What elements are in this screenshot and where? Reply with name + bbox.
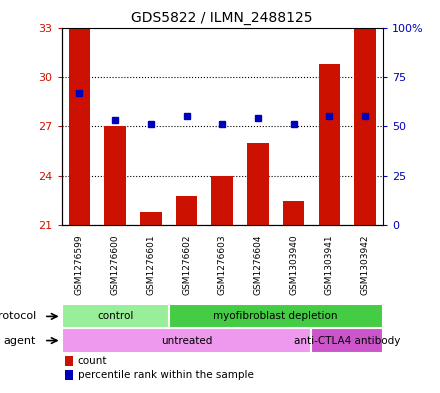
Text: agent: agent	[4, 336, 36, 345]
Bar	[176, 196, 197, 225]
Text: GSM1303940: GSM1303940	[289, 235, 298, 295]
Bar	[104, 127, 126, 225]
Bar	[62, 304, 169, 329]
Text: control: control	[97, 311, 133, 321]
Text: GSM1276601: GSM1276601	[147, 235, 155, 295]
Bar	[319, 64, 340, 225]
Bar	[65, 356, 73, 365]
Text: GSM1303941: GSM1303941	[325, 235, 334, 295]
Bar	[69, 28, 90, 225]
Bar	[247, 143, 268, 225]
Bar	[354, 28, 376, 225]
Bar	[312, 329, 383, 353]
Text: percentile rank within the sample: percentile rank within the sample	[78, 370, 253, 380]
Text: GSM1276602: GSM1276602	[182, 235, 191, 295]
Text: GSM1276603: GSM1276603	[218, 235, 227, 295]
Text: myofibroblast depletion: myofibroblast depletion	[213, 311, 338, 321]
Text: GSM1276600: GSM1276600	[110, 235, 120, 295]
Bar	[283, 200, 304, 225]
Text: count: count	[78, 356, 107, 365]
Text: anti-CTLA4 antibody: anti-CTLA4 antibody	[294, 336, 400, 345]
Bar	[140, 212, 161, 225]
Text: GSM1303942: GSM1303942	[360, 235, 370, 295]
Bar	[65, 370, 73, 380]
Text: GSM1276599: GSM1276599	[75, 235, 84, 295]
Bar	[169, 304, 383, 329]
Text: untreated: untreated	[161, 336, 212, 345]
Title: GDS5822 / ILMN_2488125: GDS5822 / ILMN_2488125	[132, 11, 313, 25]
Text: protocol: protocol	[0, 311, 36, 321]
Text: GSM1276604: GSM1276604	[253, 235, 262, 295]
Bar	[62, 329, 312, 353]
Bar	[212, 176, 233, 225]
